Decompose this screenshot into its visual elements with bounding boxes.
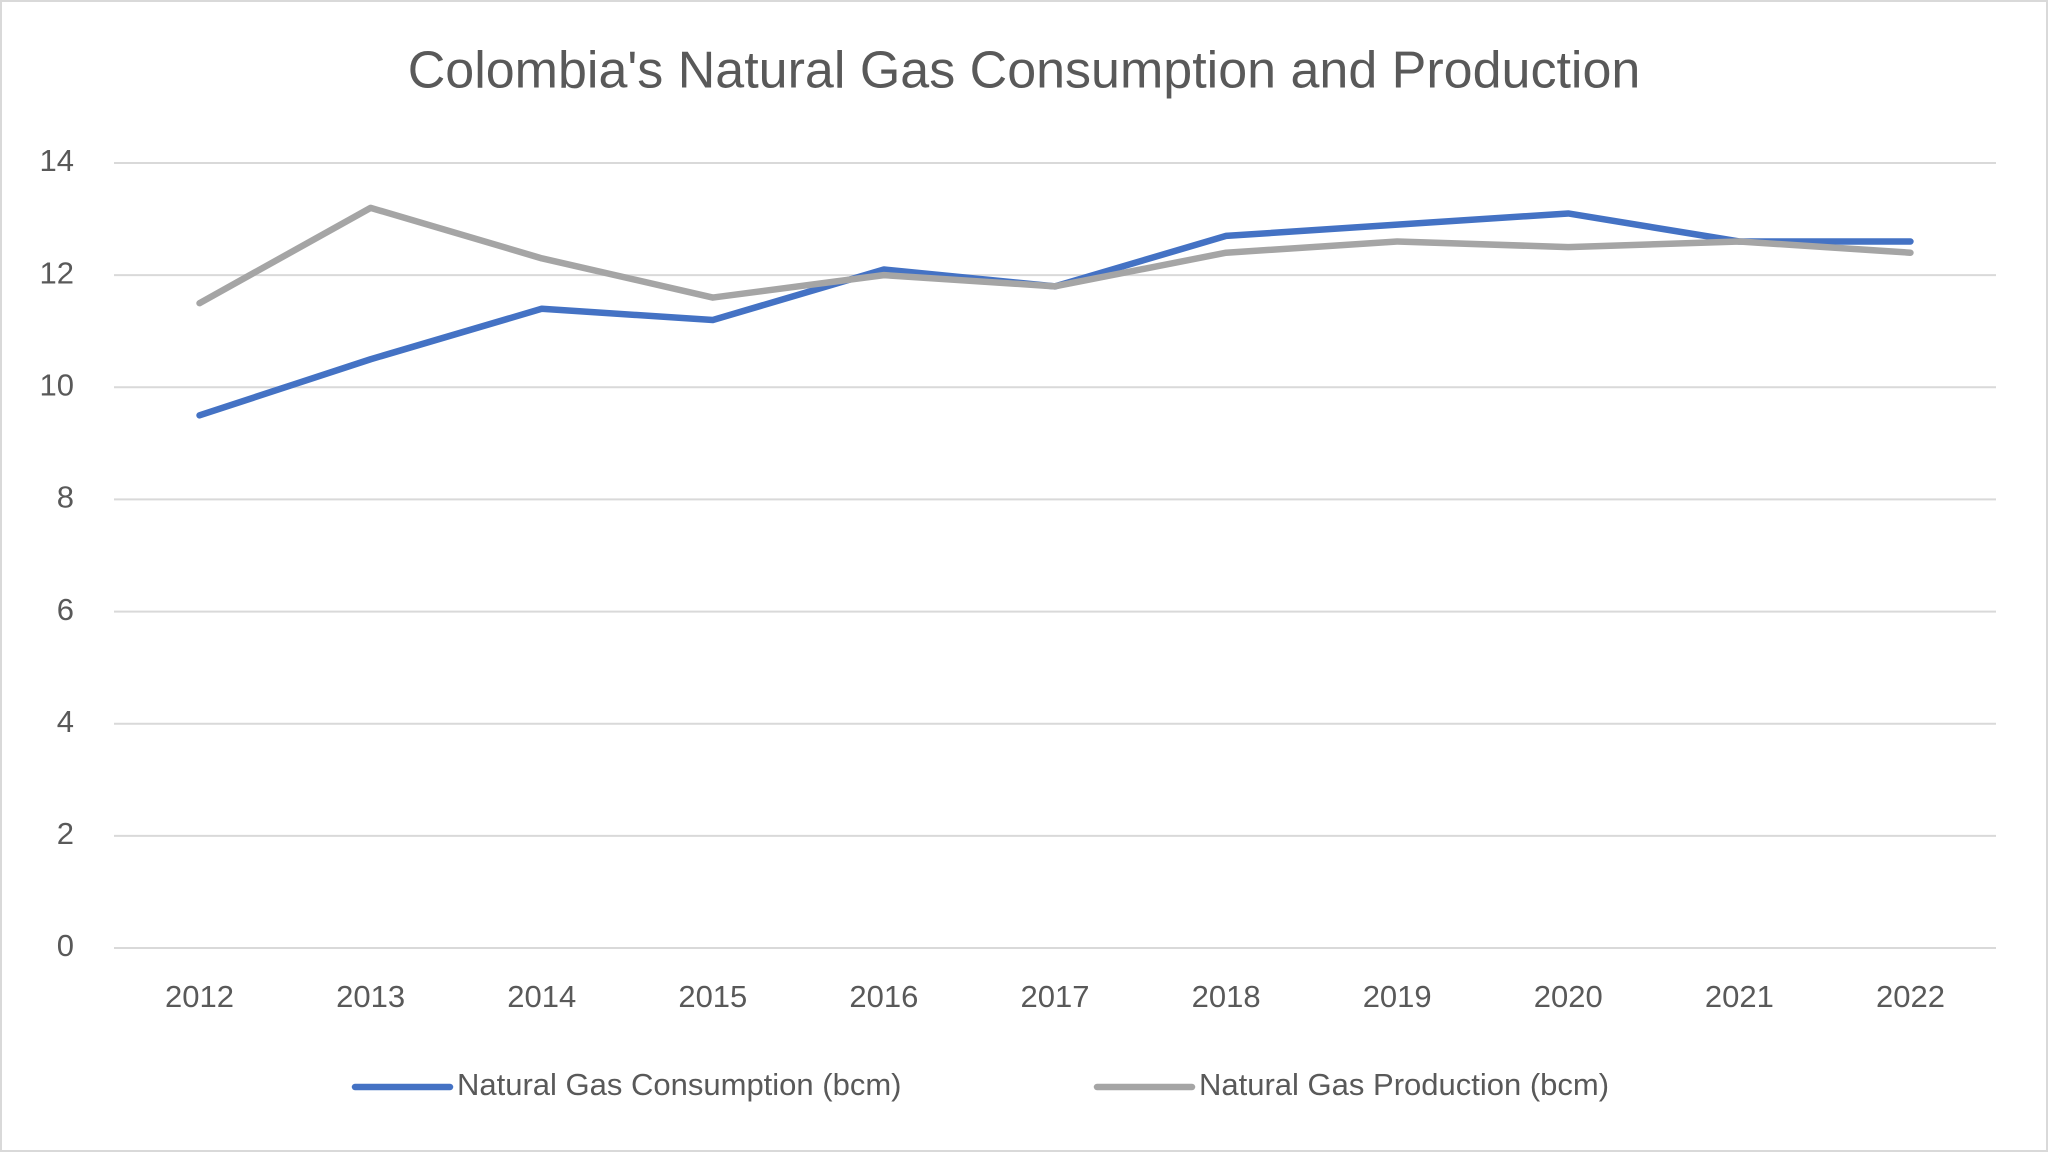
x-tick-label: 2020 bbox=[1534, 979, 1603, 1014]
x-tick-label: 2014 bbox=[507, 979, 576, 1014]
legend-label: Natural Gas Production (bcm) bbox=[1199, 1067, 1609, 1102]
x-tick-label: 2019 bbox=[1363, 979, 1432, 1014]
x-tick-label: 2016 bbox=[849, 979, 918, 1014]
x-tick-label: 2012 bbox=[165, 979, 234, 1014]
y-tick-label: 6 bbox=[57, 592, 74, 627]
y-tick-label: 2 bbox=[57, 816, 74, 851]
y-tick-label: 10 bbox=[40, 367, 74, 402]
y-tick-label: 8 bbox=[57, 480, 74, 515]
series-line bbox=[196, 204, 1914, 307]
legend-label: Natural Gas Consumption (bcm) bbox=[457, 1067, 902, 1102]
x-tick-label: 2013 bbox=[336, 979, 405, 1014]
x-tick-label: 2018 bbox=[1192, 979, 1261, 1014]
chart-title: Colombia's Natural Gas Consumption and P… bbox=[408, 42, 1641, 100]
x-tick-label: 2015 bbox=[678, 979, 747, 1014]
y-tick-label: 0 bbox=[57, 928, 74, 963]
y-tick-label: 12 bbox=[40, 255, 74, 290]
x-tick-label: 2017 bbox=[1021, 979, 1090, 1014]
y-tick-label: 14 bbox=[40, 143, 74, 178]
x-tick-label: 2021 bbox=[1705, 979, 1774, 1014]
y-tick-label: 4 bbox=[57, 704, 74, 739]
x-tick-label: 2022 bbox=[1876, 979, 1945, 1014]
